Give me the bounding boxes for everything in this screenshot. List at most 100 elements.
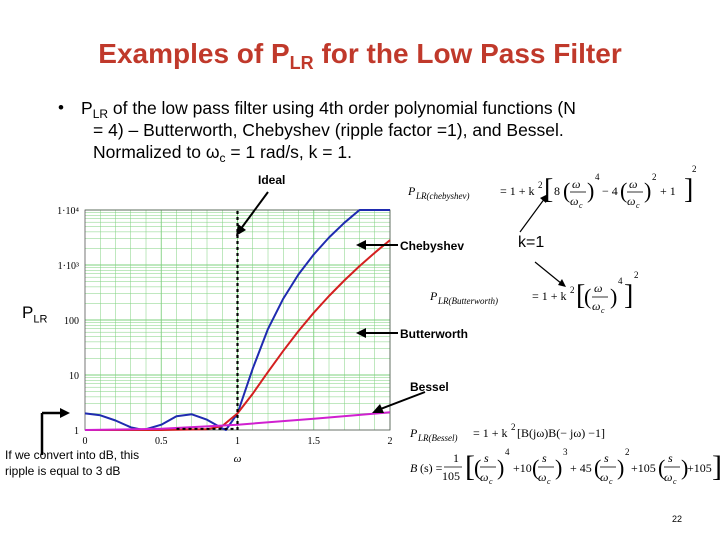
svg-text:ω: ω (600, 470, 608, 484)
svg-text:LR(Bessel): LR(Bessel) (417, 433, 458, 443)
butterworth-arrowhead (356, 328, 366, 338)
svg-text:P: P (407, 184, 416, 198)
svg-text:ω: ω (570, 194, 578, 208)
svg-text:[: [ (465, 450, 475, 483)
svg-text:ω: ω (538, 470, 546, 484)
svg-text:ω: ω (480, 470, 488, 484)
svg-text:B: B (410, 461, 418, 475)
chart-annotations (40, 191, 566, 455)
svg-text:(: ( (620, 178, 627, 203)
ripple-arrowhead (60, 408, 70, 418)
chebyshev-arrowhead (356, 240, 366, 250)
x-tick-label: 1.5 (308, 436, 321, 447)
svg-text:8: 8 (554, 184, 560, 198)
svg-text:= 1 + k: = 1 + k (500, 184, 535, 198)
svg-text:(: ( (532, 455, 539, 480)
svg-text:c: c (601, 306, 605, 315)
svg-text:): ) (610, 284, 617, 309)
label-k: k=1 (518, 234, 545, 251)
svg-text:): ) (617, 455, 624, 480)
ripple-note: If we convert into dB, this ripple is eq… (5, 448, 140, 478)
svg-text:2: 2 (652, 172, 657, 182)
svg-text:4: 4 (618, 276, 623, 286)
bullet-marker: • (58, 98, 64, 117)
svg-text:(s) =: (s) = (420, 461, 443, 475)
x-axis-label: ω (234, 453, 242, 465)
svg-text:c: c (673, 477, 677, 486)
bullet-line-1: PLR of the low pass filter using 4th ord… (81, 98, 576, 121)
chart-curves (84, 209, 391, 431)
svg-text:c: c (547, 477, 551, 486)
svg-text:): ) (644, 178, 651, 203)
svg-text:ω: ω (572, 177, 580, 191)
svg-text:+ 45: + 45 (570, 461, 592, 475)
x-tick-label: 0.5 (155, 436, 168, 447)
svg-text:1: 1 (453, 451, 459, 465)
svg-text:ω: ω (664, 470, 672, 484)
svg-text:]: ] (712, 450, 720, 483)
y-tick-label: 10 (69, 371, 79, 382)
svg-text:+ 1: + 1 (660, 184, 676, 198)
x-tick-label: 0 (83, 436, 88, 447)
svg-text:(: ( (474, 455, 481, 480)
svg-text:]: ] (624, 280, 633, 311)
k-arrow-2 (534, 261, 563, 285)
svg-text:LR(chebyshev): LR(chebyshev) (415, 191, 469, 201)
y-tick-label: 1·10³ (58, 261, 79, 272)
k-arrowhead-1 (540, 194, 548, 203)
svg-text:P: P (409, 426, 418, 440)
svg-text:s: s (542, 451, 547, 465)
x-tick-label: 2 (388, 436, 393, 447)
svg-text:c: c (636, 201, 640, 210)
page-number: 22 (672, 514, 683, 524)
svg-text:2: 2 (570, 285, 575, 295)
series-butterworth (85, 239, 391, 431)
svg-text:ω: ω (592, 299, 600, 313)
svg-text:(: ( (584, 284, 591, 309)
svg-text:]: ] (684, 174, 693, 205)
label-butterworth: Butterworth (400, 327, 468, 341)
svg-text:ω: ω (627, 194, 635, 208)
y-axis-label: PLR (22, 303, 48, 326)
svg-text:+105: +105 (687, 461, 712, 475)
y-tick-label: 1 (74, 426, 79, 437)
svg-text:3: 3 (563, 447, 568, 457)
svg-text:2: 2 (538, 180, 543, 190)
svg-text:2: 2 (634, 270, 639, 280)
k-arrow-1 (519, 197, 546, 233)
svg-text:P: P (429, 289, 438, 303)
svg-text:c: c (579, 201, 583, 210)
svg-text:): ) (587, 178, 594, 203)
svg-text:2: 2 (511, 422, 516, 432)
formula-bessel-plr: P LR(Bessel) = 1 + k 2 [B(jω)B(− jω) −1] (409, 422, 605, 443)
svg-text:4: 4 (505, 447, 510, 457)
svg-text:[B(jω)B(− jω) −1]: [B(jω)B(− jω) −1] (517, 426, 605, 440)
svg-text:): ) (555, 455, 562, 480)
svg-text:+10: +10 (513, 461, 532, 475)
svg-text:c: c (609, 477, 613, 486)
svg-text:s: s (484, 451, 489, 465)
svg-text:105: 105 (442, 469, 460, 483)
svg-text:): ) (497, 455, 504, 480)
svg-text:= 1 + k: = 1 + k (473, 426, 508, 440)
k-arrowhead-2 (558, 279, 566, 287)
slide-title: Examples of PLR for the Low Pass Filter (98, 38, 622, 73)
label-ideal: Ideal (258, 173, 286, 187)
svg-text:ω: ω (629, 177, 637, 191)
svg-text:[: [ (544, 174, 553, 205)
svg-text:2: 2 (692, 164, 697, 174)
ideal-arrow (239, 191, 269, 231)
svg-text:(: ( (594, 455, 601, 480)
svg-text:(: ( (658, 455, 665, 480)
bessel-arrow (377, 391, 426, 411)
bullet-line-2: = 4) – Butterworth, Chebyshev (ripple fa… (93, 120, 564, 140)
x-tick-label: 1 (235, 436, 240, 447)
svg-text:(: ( (563, 178, 570, 203)
chart-ticks: 0 0.5 1 1.5 2 1 10 100 1·10³ 1·10⁴ ω (57, 206, 392, 465)
label-bessel: Bessel (410, 380, 449, 394)
label-chebyshev: Chebyshev (400, 239, 465, 253)
